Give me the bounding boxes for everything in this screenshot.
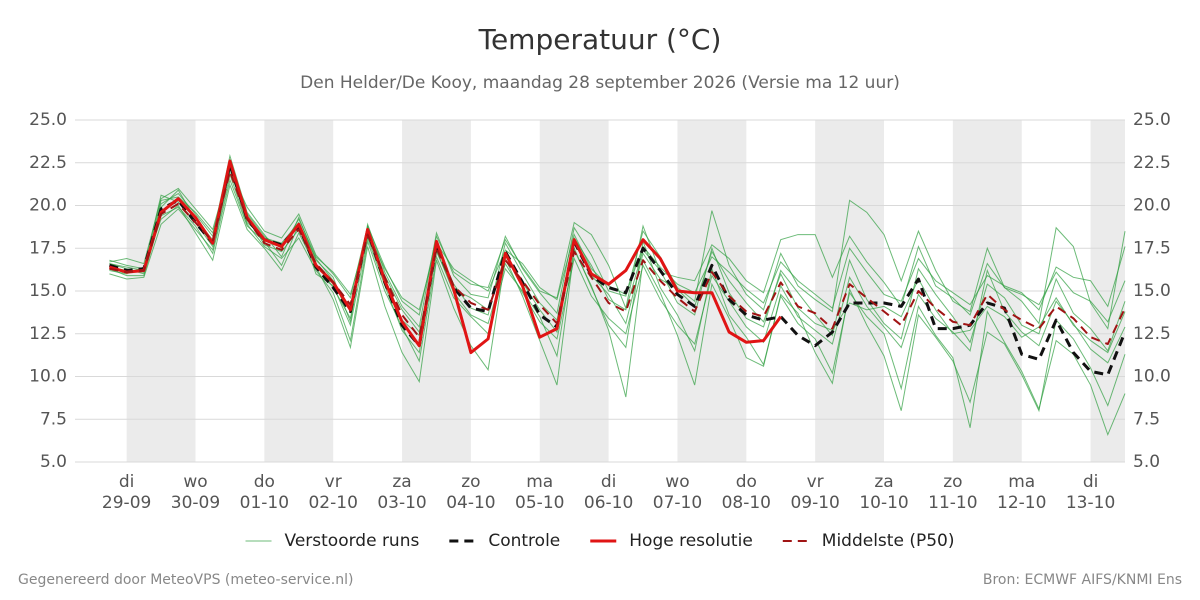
y2-tick-label: 10.0 [1133,367,1171,387]
y-tick-label: 10.0 [29,367,67,387]
x-tick-label: wo 30-09 [171,472,220,513]
y-tick-label: 15.0 [29,281,67,301]
y-tick-label: 12.5 [29,324,67,344]
legend-label: Controle [488,531,560,551]
legend-label: Verstoorde runs [285,531,420,551]
x-tick-label: wo 07-10 [653,472,702,513]
x-tick-label: vr 09-10 [790,472,839,513]
ensemble-line [109,178,1126,364]
y2-tick-label: 17.5 [1133,238,1171,258]
y-tick-label: 20.0 [29,196,67,216]
x-tick-label: za 03-10 [377,472,426,513]
x-tick-label: di 13-10 [1066,472,1115,513]
x-tick-label: do 08-10 [722,472,771,513]
legend-label: Hoge resolutie [629,531,753,551]
y-tick-label: 7.5 [40,409,67,429]
y-tick-label: 25.0 [29,110,67,130]
y2-tick-label: 5.0 [1133,452,1160,472]
ensemble-line [109,172,1126,437]
lines [109,153,1127,437]
y2-tick-label: 15.0 [1133,281,1171,301]
y2-tick-label: 12.5 [1133,324,1171,344]
legend-label: Middelste (P50) [822,531,955,551]
ensemble-line [109,183,1126,413]
chart-subtitle: Den Helder/De Kooy, maandag 28 september… [300,73,900,93]
y2-tick-label: 22.5 [1133,153,1171,173]
ensemble-line [109,164,1126,354]
legend: Verstoorde runs Controle Hoge resolutie Mid… [245,531,955,551]
x-tick-label: ma 05-10 [515,472,564,513]
x-tick-label: di 06-10 [584,472,633,513]
x-tick-label: di 29-09 [102,472,151,513]
ensemble-line [109,153,1126,330]
y-tick-label: 22.5 [29,153,67,173]
x-tick-label: zo 11-10 [928,472,977,513]
y2-tick-label: 25.0 [1133,110,1171,130]
footer-left: Gegenereerd door MeteoVPS (meteo-service… [18,572,353,588]
footer-right: Bron: ECMWF AIFS/KNMI Ens [983,572,1182,588]
ensemble-line [109,159,1126,352]
axes: di 29-09 wo 30-09 do 01-10 vr 02-10 za 03-10 zo 04-… [29,110,1171,513]
ensemble-line [109,168,1126,323]
y2-tick-label: 7.5 [1133,409,1160,429]
x-tick-label: za 10-10 [859,472,908,513]
x-tick-label: ma 12-10 [997,472,1046,513]
y-tick-label: 17.5 [29,238,67,258]
y-tick-label: 5.0 [40,452,67,472]
series-line [109,170,1126,346]
x-tick-label: vr 02-10 [308,472,357,513]
chart-title: Temperatuur (°C) [478,23,722,56]
x-tick-label: do 01-10 [240,472,289,513]
x-tick-label: zo 04-10 [446,472,495,513]
y2-tick-label: 20.0 [1133,196,1171,216]
